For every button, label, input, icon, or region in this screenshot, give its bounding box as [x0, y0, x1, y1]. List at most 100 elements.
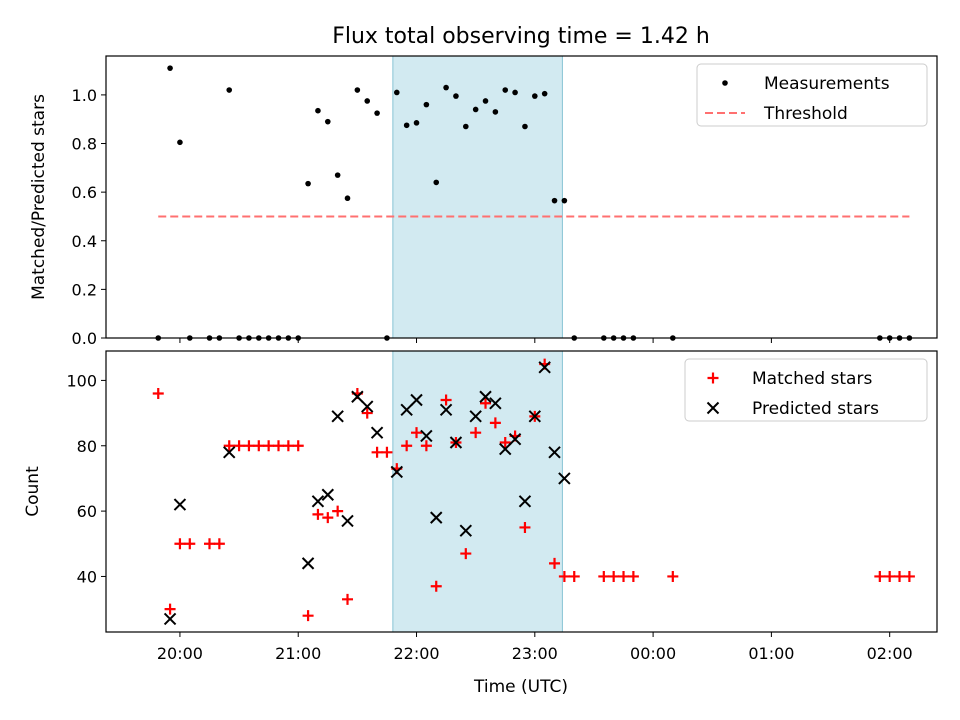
y-tick-label: 80: [77, 437, 97, 456]
matched-star-point: [204, 538, 216, 550]
x-tick-label: 21:00: [275, 644, 321, 663]
predicted-star-point: [499, 442, 512, 456]
x-axis-label: Time (UTC): [473, 677, 568, 697]
matched-star-point: [263, 440, 275, 452]
predicted-star-point: [469, 410, 482, 423]
y-tick-label: 40: [77, 567, 97, 586]
highlight-span: [392, 350, 563, 633]
measurement-point: [374, 110, 380, 116]
x-tick-label: 23:00: [512, 644, 558, 663]
matched-star-point: [282, 440, 294, 452]
measurement-point: [324, 118, 331, 125]
predicted-star-point: [361, 400, 374, 413]
matched-star-point: [164, 603, 176, 615]
legend-box: [696, 63, 928, 127]
measurement-point: [502, 87, 509, 93]
y-tick-label: 1.0: [72, 86, 97, 105]
predicted-star-point: [163, 612, 177, 626]
matched-star-point: [618, 570, 630, 582]
measurement-point: [177, 139, 183, 146]
measurement-point: [305, 180, 311, 187]
measurement-point: [167, 65, 173, 71]
y-axis-label: Matched/Predicted stars: [29, 94, 49, 300]
matched-star-point: [233, 440, 245, 452]
predicted-star-point: [400, 403, 413, 417]
legend-item: Measurements: [722, 74, 890, 94]
legend: Measurements Threshold: [696, 63, 928, 127]
y-axis-label: Count: [23, 466, 43, 517]
measurement-point: [413, 120, 420, 126]
matched-star-point: [243, 440, 255, 452]
predicted-star-point: [548, 446, 561, 459]
matched-star-point: [627, 570, 639, 582]
predicted-star-point: [479, 390, 492, 403]
predicted-star-point: [439, 403, 453, 417]
legend-label: Predicted stars: [752, 399, 879, 419]
axes-frame: [105, 55, 938, 339]
legend: Matched stars Predicted stars: [684, 358, 928, 422]
y-tick-label: 0.6: [72, 183, 97, 202]
measurement-point: [482, 98, 489, 104]
predicted-star-point: [528, 410, 542, 423]
measurement-point: [512, 89, 518, 96]
matched-star-point: [519, 521, 531, 533]
matched-star-point: [667, 570, 679, 582]
matched-star-point: [401, 440, 413, 452]
legend-x-icon: [706, 401, 720, 415]
y-tick-label: 60: [77, 502, 97, 521]
predicted-star-point: [449, 436, 463, 449]
x-tick-label: 22:00: [393, 644, 439, 663]
matched-star-point: [361, 407, 373, 419]
legend-dot-icon: [722, 80, 728, 86]
predicted-star-point: [410, 393, 423, 407]
matched-star-point: [411, 427, 423, 439]
predicted-star-point: [301, 557, 315, 570]
matched-star-point: [499, 436, 511, 448]
y-tick-label: 0.8: [72, 135, 97, 154]
x-tick-label: 01:00: [748, 644, 794, 663]
matched-star-point: [440, 394, 452, 406]
predicted-star-point: [351, 390, 364, 403]
ratio-panel: 0.0 0.2 0.4 0.6 0.8 1.0 Matched/Predicted star…: [29, 55, 938, 348]
y-tick-label: 0.2: [72, 280, 97, 299]
matched-star-point: [273, 440, 285, 452]
y-tick-label: 0.4: [72, 232, 97, 251]
matched-star-point: [292, 440, 304, 452]
predicted-star-point: [538, 361, 551, 374]
legend-plus-icon: [707, 372, 719, 384]
measurement-point: [344, 195, 351, 202]
predicted-star-point: [508, 433, 522, 446]
matched-star-point: [174, 538, 186, 550]
series-predicted-stars: [163, 361, 571, 626]
measurement-point: [423, 101, 430, 108]
matched-star-point: [903, 570, 915, 582]
highlight-span: [392, 55, 563, 339]
matched-star-point: [558, 570, 570, 582]
measurement-point: [226, 87, 233, 93]
measurement-point: [354, 87, 361, 93]
matched-star-point: [332, 505, 344, 517]
legend-item: Predicted stars: [706, 399, 879, 419]
matched-star-point: [460, 548, 472, 560]
legend-label: Measurements: [764, 74, 890, 94]
matched-star-point: [322, 512, 334, 524]
measurement-point: [532, 93, 538, 99]
matched-star-point: [549, 557, 561, 569]
measurement-point: [463, 123, 469, 130]
matched-star-point: [420, 440, 432, 452]
predicted-star-point: [390, 465, 404, 479]
legend-label: Threshold: [763, 104, 848, 124]
measurement-point: [394, 89, 400, 96]
predicted-star-point: [459, 524, 473, 537]
matched-star-point: [884, 570, 896, 582]
matched-star-point: [302, 610, 314, 622]
x-tick-label: 20:00: [157, 644, 203, 663]
measurement-point: [315, 107, 321, 114]
measurement-point: [541, 90, 548, 97]
predicted-star-point: [518, 495, 532, 508]
matched-star-point: [894, 570, 906, 582]
measurement-point: [492, 109, 499, 115]
matched-star-point: [470, 427, 482, 439]
measurement-point: [443, 84, 449, 91]
